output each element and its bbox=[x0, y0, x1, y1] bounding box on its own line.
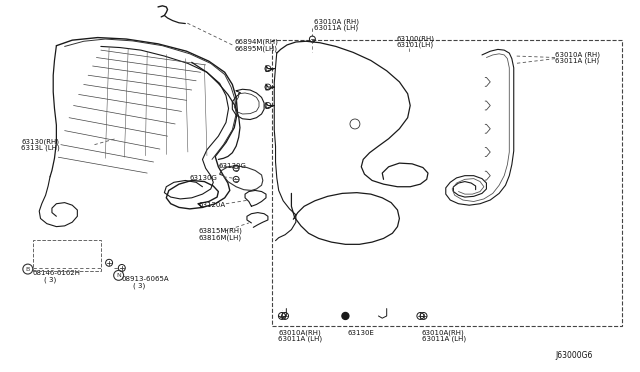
Text: 63011A (LH): 63011A (LH) bbox=[555, 58, 599, 64]
Text: 63130E: 63130E bbox=[348, 330, 374, 336]
Text: 63130G: 63130G bbox=[190, 175, 218, 181]
Circle shape bbox=[342, 312, 349, 320]
Text: 63011A (LH): 63011A (LH) bbox=[278, 336, 322, 343]
Text: 63100(RH): 63100(RH) bbox=[396, 35, 434, 42]
Text: 63120A: 63120A bbox=[198, 202, 225, 208]
Text: 63130(RH): 63130(RH) bbox=[22, 138, 60, 145]
Text: ( 3): ( 3) bbox=[132, 282, 145, 289]
Text: ( 3): ( 3) bbox=[44, 276, 56, 283]
Text: N: N bbox=[116, 273, 121, 278]
Text: 08913-6065A: 08913-6065A bbox=[122, 276, 170, 282]
Text: 63011A (LH): 63011A (LH) bbox=[314, 25, 358, 31]
Text: B: B bbox=[26, 267, 30, 272]
Text: J63000G6: J63000G6 bbox=[555, 350, 593, 360]
Text: 63815M(RH): 63815M(RH) bbox=[198, 228, 242, 234]
Text: 63010A (RH): 63010A (RH) bbox=[555, 52, 600, 58]
Text: 63130G: 63130G bbox=[218, 163, 246, 169]
Text: 63101(LH): 63101(LH) bbox=[396, 41, 433, 48]
Text: 63011A (LH): 63011A (LH) bbox=[422, 336, 466, 343]
Bar bbox=[273, 40, 621, 326]
Text: 63010A(RH): 63010A(RH) bbox=[278, 330, 321, 336]
Text: 66894M(RH): 66894M(RH) bbox=[234, 39, 278, 45]
Bar bbox=[33, 240, 101, 271]
Text: 63816M(LH): 63816M(LH) bbox=[198, 234, 241, 241]
Text: 63010A (RH): 63010A (RH) bbox=[314, 19, 358, 25]
Text: 66895M(LH): 66895M(LH) bbox=[234, 45, 277, 52]
Text: 63010A(RH): 63010A(RH) bbox=[422, 330, 465, 336]
Text: 08146-6162H: 08146-6162H bbox=[33, 270, 81, 276]
Text: 6313L (LH): 6313L (LH) bbox=[22, 145, 60, 151]
